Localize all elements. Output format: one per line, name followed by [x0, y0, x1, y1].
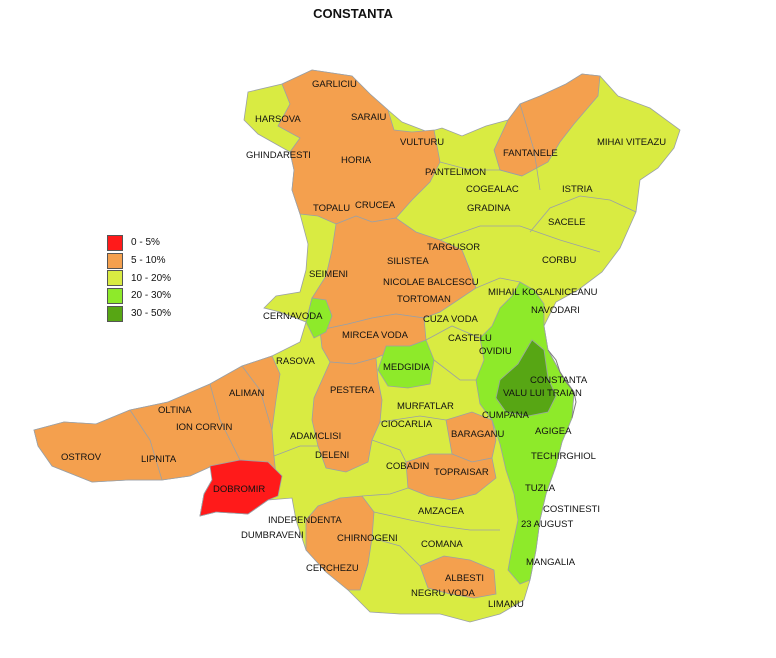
legend-label: 20 - 30%: [131, 290, 172, 302]
label-navodari: NAVODARI: [531, 305, 580, 316]
label-albesti: ALBESTI: [445, 573, 484, 584]
label-rasova: RASOVA: [276, 356, 316, 367]
legend-swatch: [107, 287, 123, 304]
label-ciocarlia: CIOCARLIA: [381, 419, 433, 430]
label-murfatlar: MURFATLAR: [397, 401, 454, 412]
region-medgidia-green: [377, 339, 435, 389]
label-lipnita: LIPNITA: [141, 454, 177, 465]
region-south-orange: [305, 495, 375, 591]
label-horia: HORIA: [341, 155, 372, 166]
label-dumbraveni: DUMBRAVENI: [241, 530, 304, 541]
legend-label: 30 - 50%: [131, 308, 172, 320]
label-silistea: SILISTEA: [387, 256, 429, 267]
label-cogealac: COGEALAC: [466, 184, 519, 195]
label-oltina: OLTINA: [158, 405, 192, 416]
label-deleni: DELENI: [315, 450, 349, 461]
label-vulturu: VULTURU: [400, 137, 444, 148]
label-limanu: LIMANU: [488, 599, 524, 610]
label-ghindaresti: GHINDARESTI: [246, 150, 311, 161]
label-nicolae-balcescu: NICOLAE BALCESCU: [383, 277, 479, 288]
label-comana: COMANA: [421, 539, 463, 550]
label-agigea: AGIGEA: [535, 426, 572, 437]
label-cernavoda: CERNAVODA: [263, 311, 323, 322]
legend-item: 0 - 5%: [107, 234, 171, 252]
region-dobromir-red: [199, 459, 283, 517]
label-ion-corvin: ION CORVIN: [176, 422, 232, 433]
commune-borders: [129, 103, 637, 567]
label-aliman: ALIMAN: [229, 388, 265, 399]
label-medgidia: MEDGIDIA: [383, 362, 431, 373]
legend-swatch: [107, 252, 123, 269]
legend-label: 10 - 20%: [131, 272, 172, 284]
region-cernavoda-green: [305, 297, 333, 339]
label-corbu: CORBU: [542, 255, 576, 266]
label-negru-voda: NEGRU VODA: [411, 588, 476, 599]
legend-label: 5 - 10%: [131, 255, 166, 267]
label-costinesti: COSTINESTI: [543, 504, 600, 515]
label-castelu: CASTELU: [448, 333, 492, 344]
label-cuza-voda: CUZA VODA: [423, 314, 479, 325]
label-ovidiu: OVIDIU: [479, 346, 512, 357]
label-crucea: CRUCEA: [355, 200, 396, 211]
label-pestera: PESTERA: [330, 385, 375, 396]
label-tuzla: TUZLA: [525, 483, 556, 494]
region-pestera-orange: [311, 357, 383, 473]
label-mihail-kogalniceanu: MIHAIL KOGALNICEANU: [488, 287, 598, 298]
map-title: CONSTANTA: [313, 6, 393, 21]
region-albesti-orange: [419, 555, 497, 599]
legend-item: 10 - 20%: [107, 269, 171, 287]
label-topalu: TOPALU: [313, 203, 350, 214]
label-cerchezu: CERCHEZU: [306, 563, 359, 574]
label-saraiu: SARAIU: [351, 112, 387, 123]
region-topraisar-orange: [405, 453, 497, 501]
label-harsova: HARSOVA: [255, 114, 301, 125]
label-cumpana: CUMPANA: [482, 410, 529, 421]
label-ostrov: OSTROV: [61, 452, 102, 463]
commune-labels: GARLICIU HARSOVA SARAIU VULTURU FANTANEL…: [61, 79, 666, 610]
label-mircea-voda: MIRCEA VODA: [342, 330, 409, 341]
label-independenta: INDEPENDENTA: [268, 515, 342, 526]
label-mihai-viteazu: MIHAI VITEAZU: [597, 137, 666, 148]
label-techirghiol: TECHIRGHIOL: [531, 451, 596, 462]
label-tortoman: TORTOMAN: [397, 294, 451, 305]
label-baraganu: BARAGANU: [451, 429, 504, 440]
label-cobadin: COBADIN: [386, 461, 429, 472]
label-dobromir: DOBROMIR: [213, 484, 265, 495]
legend-item: 20 - 30%: [107, 287, 171, 305]
legend-swatch: [107, 270, 123, 287]
coastline: [547, 349, 577, 419]
region-constanta-darkgreen: [495, 339, 557, 417]
label-gradina: GRADINA: [467, 203, 511, 214]
legend: 0 - 5% 5 - 10% 10 - 20% 20 - 30% 30 - 50…: [107, 234, 171, 322]
label-adamclisi: ADAMCLISI: [290, 431, 341, 442]
label-chirnogeni: CHIRNOGENI: [337, 533, 398, 544]
label-garliciu: GARLICIU: [312, 79, 357, 90]
legend-item: 5 - 10%: [107, 252, 171, 270]
label-pantelimon: PANTELIMON: [425, 167, 486, 178]
label-mangalia: MANGALIA: [526, 557, 576, 568]
label-targusor: TARGUSOR: [427, 242, 480, 253]
label-topraisar: TOPRAISAR: [434, 467, 489, 478]
label-23-august: 23 AUGUST: [521, 519, 573, 530]
label-fantanele: FANTANELE: [503, 148, 558, 159]
label-istria: ISTRIA: [562, 184, 593, 195]
label-seimeni: SEIMENI: [309, 269, 348, 280]
label-sacele: SACELE: [548, 217, 586, 228]
legend-item: 30 - 50%: [107, 305, 171, 323]
label-amzacea: AMZACEA: [418, 506, 465, 517]
label-constanta: CONSTANTA: [530, 375, 588, 386]
region-coast-green: [475, 281, 575, 585]
legend-label: 0 - 5%: [131, 237, 160, 249]
label-valu-lui-traian: VALU LUI TRAIAN: [503, 388, 582, 399]
legend-swatch: [107, 305, 123, 322]
legend-swatch: [107, 234, 123, 251]
